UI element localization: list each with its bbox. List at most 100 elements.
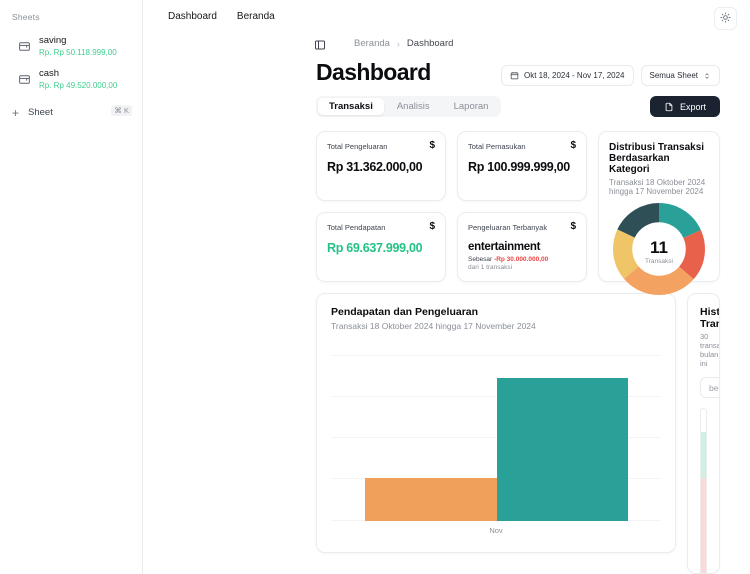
breadcrumb-item-beranda[interactable]: Beranda: [354, 38, 390, 50]
table-row[interactable]: Pemasukan salary espipidih: [701, 455, 706, 478]
history-subtitle: 30 transaksi bulan ini: [700, 332, 719, 368]
stat-card-total-pengeluaran: Total Pengeluaran $ Rp 31.362.000,00: [316, 131, 446, 201]
gridline: [331, 437, 661, 438]
panel-left-icon[interactable]: [314, 38, 326, 50]
stat-sub-amount: -Rp 30.000.000,00: [494, 256, 549, 263]
transaction-history-card: Histori Transaksi 30 transaksi bulan ini…: [687, 293, 720, 574]
sheet-balance: Rp. Rp 50.118.999,00: [39, 47, 117, 57]
income-expense-card: Pendapatan dan Pengeluaran Transaksi 18 …: [316, 293, 676, 553]
stat-value: entertainment: [468, 241, 541, 253]
plus-icon: +: [12, 105, 20, 120]
theme-toggle-button[interactable]: [714, 7, 737, 30]
stat-sub-prefix: Sebesar: [468, 256, 493, 263]
add-sheet-label: Sheet: [28, 107, 53, 119]
row-select-cell[interactable]: [701, 478, 706, 501]
tab-laporan[interactable]: Laporan: [453, 101, 489, 112]
tab-transaksi[interactable]: Transaksi: [318, 98, 384, 115]
row-select-cell[interactable]: [701, 432, 706, 455]
tab-analisis[interactable]: Analisis: [396, 101, 430, 112]
row-select-cell[interactable]: [701, 554, 706, 573]
dollar-icon: $: [570, 140, 576, 151]
donut-subtitle: Transaksi 18 Oktober 2024 hingga 17 Nove…: [609, 178, 706, 196]
table-row[interactable]: Pengeluaran food and beverages sosis ker: [701, 501, 706, 531]
topnav-dashboard[interactable]: Dashboard: [168, 10, 217, 22]
bar-pengeluaran[interactable]: [365, 478, 497, 521]
table-row[interactable]: Pengeluaran hobby beli grip: [701, 531, 706, 554]
stat-cards: Total Pengeluaran $ Rp 31.362.000,00 Tot…: [316, 131, 587, 282]
dollar-icon: $: [570, 221, 576, 232]
dollar-icon: $: [429, 140, 435, 151]
sheet-name: cash: [39, 67, 60, 79]
tab-list: Transaksi Analisis Laporan: [316, 96, 502, 117]
sheet-filter-select[interactable]: Semua Sheet: [640, 65, 720, 86]
bar-chart-title: Pendapatan dan Pengeluaran: [331, 306, 479, 318]
table-row[interactable]: Pemasukan salary gaji: [701, 432, 706, 455]
stat-label: Total Pengeluaran: [327, 141, 388, 151]
page-header: Dashboard Okt 18, 2024 - Nov 17, 2024 Se…: [316, 55, 720, 86]
sidebar-item-saving[interactable]: saving Rp. Rp 50.118.999,00: [0, 30, 142, 63]
donut-title: Distribusi Transaksi Berdasarkan Kategor…: [609, 142, 705, 175]
select-all-cell[interactable]: [701, 409, 706, 432]
row-select-cell[interactable]: [701, 531, 706, 554]
dollar-icon: $: [429, 221, 435, 232]
calendar-icon: [510, 71, 519, 80]
wallet-icon: [18, 73, 31, 86]
sidebar: Sheets saving Rp. Rp 50.118.999,00 cash …: [0, 0, 143, 574]
breadcrumb-item-dashboard[interactable]: Dashboard: [406, 38, 454, 50]
date-range-button[interactable]: Okt 18, 2024 - Nov 17, 2024: [501, 65, 634, 86]
bar-chart-plot: [331, 343, 661, 521]
stat-sub-note: dari 1 transaksi: [468, 264, 513, 271]
main-area: Dashboard Beranda Beranda › D: [143, 0, 750, 574]
stat-card-total-pendapatan: Total Pendapatan $ Rp 69.637.999,00: [316, 212, 446, 282]
row-select-cell[interactable]: [701, 455, 706, 478]
donut-slice-4: [613, 203, 705, 295]
page-content: Dashboard Okt 18, 2024 - Nov 17, 2024 Se…: [143, 55, 750, 574]
donut-slice-2: [613, 203, 705, 295]
bar-pemasukan[interactable]: [497, 378, 628, 521]
bar-chart-xlabel: Nov: [489, 526, 503, 535]
row-select-cell[interactable]: [701, 501, 706, 531]
breadcrumb-separator: ›: [396, 38, 400, 49]
transaction-table: Akun Kategori Deskri Pemasukan salary: [700, 408, 707, 573]
summary-grid: Total Pengeluaran $ Rp 31.362.000,00 Tot…: [316, 131, 720, 295]
donut-slice-5: [613, 203, 705, 295]
stat-label: Pengeluaran Terbanyak: [468, 222, 548, 232]
stat-subtext: Sebesar -Rp 30.000.000,00: [468, 256, 576, 263]
search-input[interactable]: [700, 377, 719, 398]
stat-value: Rp 31.362.000,00: [327, 160, 423, 174]
sidebar-section-label: Sheets: [12, 12, 40, 22]
gridline: [331, 396, 661, 397]
export-label: Export: [679, 101, 706, 112]
date-range-label: Okt 18, 2024 - Nov 17, 2024: [524, 71, 625, 80]
table-row[interactable]: Pengeluaran service wifi bizne: [701, 478, 706, 501]
page-title: Dashboard: [316, 59, 431, 85]
sheet-balance: Rp. Rp 49.520.000,00: [39, 80, 118, 90]
sidebar-item-cash[interactable]: cash Rp. Rp 49.520.000,00: [0, 63, 142, 96]
table-header-row: Akun Kategori Deskri: [701, 409, 706, 432]
breadcrumb: Beranda › Dashboard: [143, 32, 750, 55]
stat-card-total-pemasukan: Total Pemasukan $ Rp 100.999.999,00: [457, 131, 587, 201]
stat-value: Rp 69.637.999,00: [327, 241, 423, 255]
sheet-filter-label: Semua Sheet: [649, 71, 698, 80]
lower-row: Pendapatan dan Pengeluaran Transaksi 18 …: [316, 293, 720, 574]
table-row[interactable]: Pengeluaran food and beverages nasi pada: [701, 554, 706, 573]
bar-group-nov: [365, 355, 653, 521]
add-sheet-button[interactable]: + Sheet: [0, 100, 63, 126]
donut-slice-3: [613, 203, 705, 295]
file-icon: [664, 102, 674, 112]
stat-card-pengeluaran-terbanyak: Pengeluaran Terbanyak $ entertainment Se…: [457, 212, 587, 282]
wallet-icon: [18, 40, 31, 53]
topbar: Dashboard Beranda: [143, 0, 750, 32]
gridline: [331, 355, 661, 356]
export-button[interactable]: Export: [649, 96, 720, 117]
donut-center-value: 11: [650, 237, 668, 257]
chevron-updown-icon: [703, 72, 711, 80]
donut-center-caption: Transaksi: [645, 257, 673, 265]
stat-value: Rp 100.999.999,00: [468, 160, 570, 174]
add-sheet-shortcut: ⌘ K: [111, 105, 132, 117]
donut-svg: [613, 203, 705, 295]
stat-label: Total Pendapatan: [327, 222, 386, 232]
topnav-beranda[interactable]: Beranda: [236, 10, 275, 22]
tabs-row: Transaksi Analisis Laporan Export: [316, 96, 720, 117]
